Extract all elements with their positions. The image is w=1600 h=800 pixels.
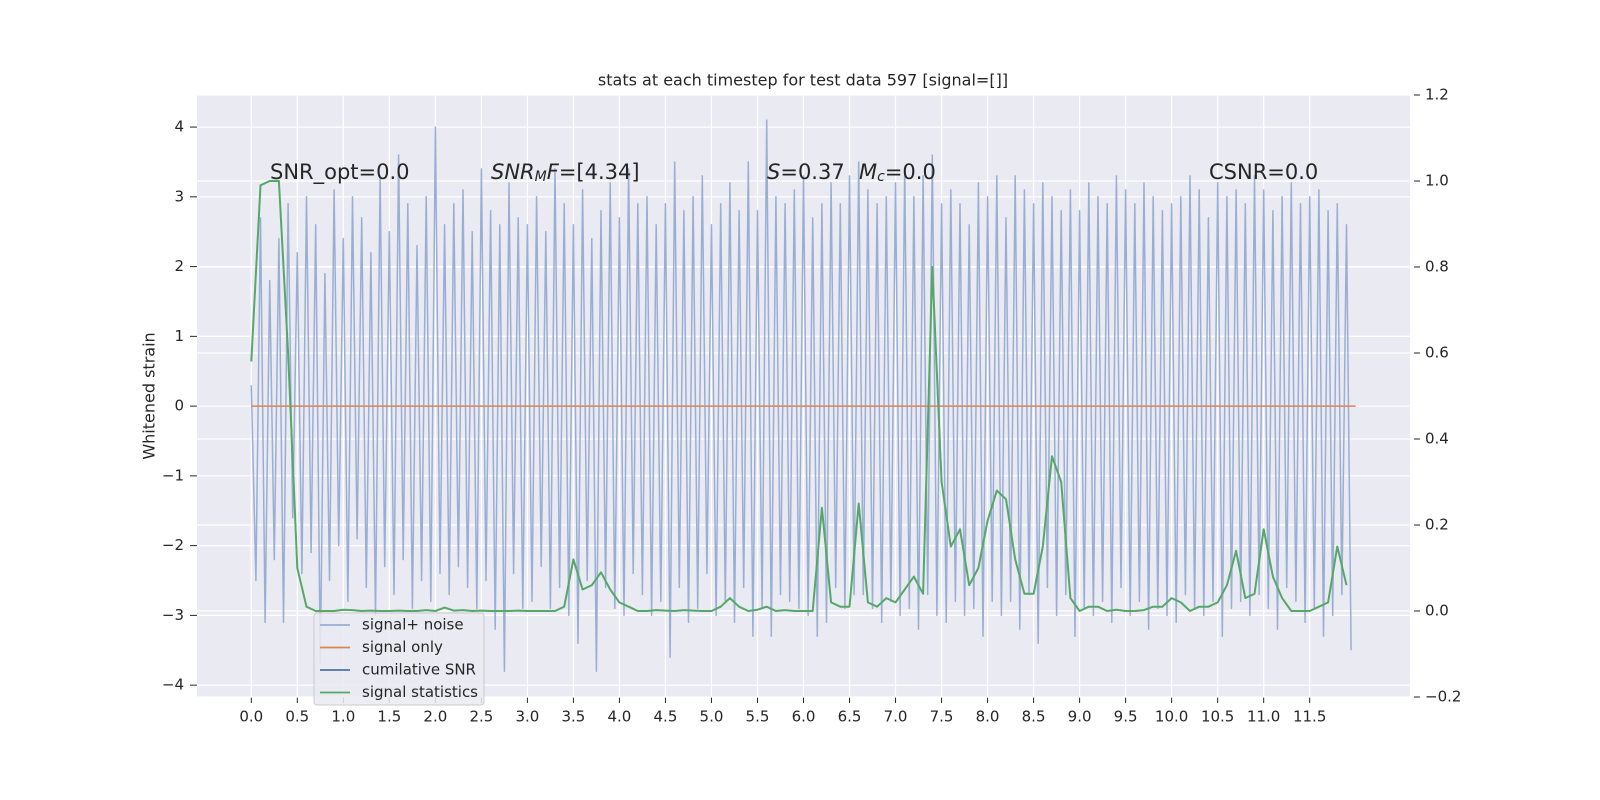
- legend: signal+ noise signal only cumilative SNR si…: [313, 612, 485, 706]
- x-tick-label: 8.5: [1022, 708, 1046, 726]
- y-tick-label: −4: [162, 676, 184, 694]
- annotation: Mc=0.0: [859, 160, 936, 185]
- x-tick-label: 2.0: [423, 708, 447, 726]
- annotation-part: M: [535, 169, 547, 185]
- y-tick-label: 3: [174, 187, 184, 205]
- x-tick-label: 7.0: [884, 708, 908, 726]
- y-axis-label: Whitened strain: [140, 332, 159, 459]
- legend-label: cumilative SNR: [362, 661, 476, 679]
- x-tick-label: 9.5: [1114, 708, 1138, 726]
- x-tick-label: 10.5: [1201, 708, 1234, 726]
- annotation-part: M: [859, 160, 877, 184]
- y-tick-label: 0: [174, 397, 184, 415]
- x-tick-label: 10.0: [1155, 708, 1188, 726]
- x-tick-label: 0.0: [239, 708, 263, 726]
- x-tick-label: 3.5: [561, 708, 585, 726]
- legend-label: signal only: [362, 638, 443, 656]
- series-line: [250, 119, 1352, 672]
- annotation-part: =0.0: [885, 160, 936, 184]
- y2-tick-label: 0.6: [1425, 344, 1449, 362]
- x-tick-label: 4.0: [608, 708, 632, 726]
- y-tick-label: −3: [162, 606, 184, 624]
- annotation-part: SNR_opt=0.0: [270, 160, 410, 185]
- annotation-part: =0.37: [780, 160, 844, 184]
- y-tick-label: 2: [174, 257, 184, 275]
- y-tick-label: −1: [162, 466, 184, 484]
- annotation: CSNR=0.0: [1209, 160, 1318, 184]
- annotation-part: =[4.34]: [559, 160, 640, 184]
- legend-label: signal statistics: [362, 683, 478, 701]
- x-tick-label: 11.0: [1247, 708, 1280, 726]
- x-tick-label: 9.0: [1068, 708, 1092, 726]
- x-tick-label: 5.0: [700, 708, 724, 726]
- x-tick-label: 6.5: [838, 708, 862, 726]
- annotation-part: F: [547, 160, 560, 184]
- annotation-part: CSNR=0.0: [1209, 160, 1318, 184]
- y2-tick-label: 0.8: [1425, 258, 1449, 276]
- annotation-part: c: [877, 169, 885, 185]
- x-tick-label: 8.0: [976, 708, 1000, 726]
- legend-box: [313, 612, 485, 706]
- x-tick-label: 1.0: [331, 708, 355, 726]
- y2-tick-label: 0.0: [1425, 602, 1449, 620]
- x-tick-label: 1.5: [377, 708, 401, 726]
- x-tick-label: 4.5: [654, 708, 678, 726]
- y2-tick-label: 1.2: [1425, 86, 1449, 104]
- x-tick-label: 3.0: [515, 708, 539, 726]
- x-tick-label: 2.5: [469, 708, 493, 726]
- y2-tick-label: 0.2: [1425, 516, 1449, 534]
- legend-label: signal+ noise: [362, 616, 464, 634]
- annotation-part: S: [767, 160, 780, 184]
- y2-tick-label: 0.4: [1425, 430, 1449, 448]
- x-tick-label: 0.5: [285, 708, 309, 726]
- y-tick-label: 1: [174, 327, 184, 345]
- x-tick-label: 11.5: [1293, 708, 1326, 726]
- y2-tick-label: 1.0: [1425, 172, 1449, 190]
- x-tick-label: 5.5: [746, 708, 770, 726]
- annotation: SNR_opt=0.0: [270, 160, 410, 185]
- y-tick-label: −2: [162, 536, 184, 554]
- x-tick-label: 6.0: [792, 708, 816, 726]
- y2-tick-label: −0.2: [1425, 688, 1461, 706]
- x-tick-label: 7.5: [930, 708, 954, 726]
- series-line: [250, 180, 1348, 612]
- chart-title: stats at each timestep for test data 597…: [598, 71, 1008, 90]
- annotation: SNRMF=[4.34]: [491, 160, 640, 185]
- annotation: S=0.37: [767, 160, 845, 184]
- annotation-part: SNR: [491, 160, 535, 184]
- y-tick-label: 4: [174, 118, 184, 136]
